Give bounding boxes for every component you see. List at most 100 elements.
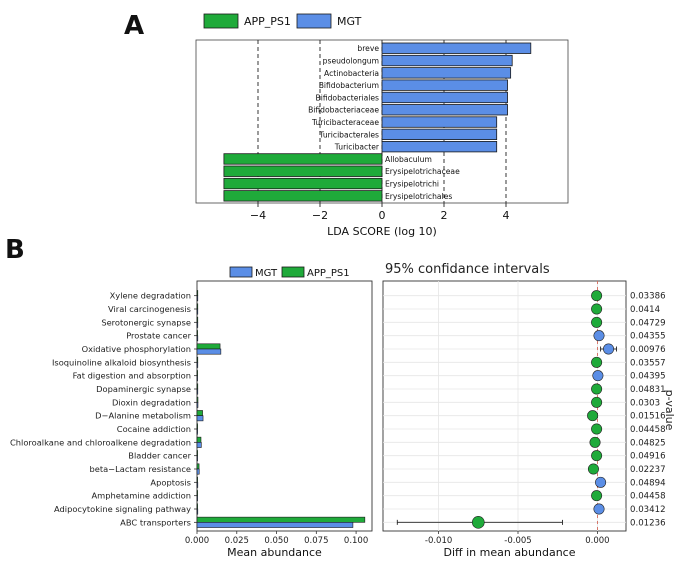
- abundance-bar-mgt: [196, 428, 198, 435]
- lda-bar: [381, 42, 532, 54]
- lda-bar: [381, 128, 498, 141]
- abundance-bar-app: [196, 396, 199, 403]
- ci-x-tick-label: -0.010: [425, 536, 452, 546]
- ci-x-tick-label: -0.005: [504, 536, 531, 546]
- legend-b-label-app: APP_PS1: [307, 268, 350, 279]
- ci-x-axis-label: Diff in mean abundance: [444, 546, 576, 559]
- abundance-bar-app: [196, 330, 198, 336]
- ci-point: [603, 343, 615, 355]
- abundance-bar-mgt: [196, 348, 222, 355]
- abundance-category-label: Isoquinoline alkaloid biosynthesis: [52, 357, 191, 367]
- abundance-bar-app: [196, 476, 198, 483]
- pvalue-label: 0.04458: [630, 492, 666, 502]
- abundance-bar-app: [196, 290, 199, 296]
- lda-bar: [223, 177, 383, 190]
- abundance-category-label: Xylene degradation: [110, 291, 191, 301]
- lda-bar-label: Turicibacter: [334, 143, 380, 152]
- abundance-bar-app: [196, 303, 199, 310]
- lda-bar-label: Erysipelotrichi: [385, 179, 439, 188]
- abundance-bar-mgt: [196, 388, 199, 395]
- abundance-category-label: Amphetamine addiction: [92, 491, 192, 501]
- ci-x-tick-label: 0.000: [585, 536, 609, 546]
- ci-point: [591, 356, 603, 368]
- abundance-category-label: Adipocytokine signaling pathway: [54, 504, 191, 514]
- lda-bar-label: Bifidobacterium: [319, 81, 379, 90]
- abundance-bar-app: [196, 450, 198, 456]
- abundance-category-label: Dioxin degradation: [112, 397, 191, 407]
- abundance-bar-app: [196, 370, 198, 376]
- abundance-bar-mgt: [196, 402, 199, 408]
- lda-bar-label: pseudolongum: [323, 56, 379, 65]
- abundance-category-label: Cocaine addiction: [117, 424, 191, 434]
- ci-frame: [382, 280, 627, 532]
- abundance-bar-mgt: [196, 335, 199, 342]
- ci-point: [591, 396, 603, 408]
- abundance-category-label: Prostate cancer: [126, 331, 191, 341]
- abundance-bar-app: [196, 503, 198, 510]
- pvalue-label: 0.04894: [630, 478, 666, 488]
- pvalue-label: 0.04395: [630, 372, 666, 382]
- abundance-category-label: Oxidative phosphorylation: [82, 344, 191, 354]
- abundance-bar-app: [196, 343, 221, 350]
- abundance-bar-mgt: [196, 362, 199, 368]
- pvalue-label: 0.0414: [630, 305, 660, 315]
- ci-title: 95% confidance intervals: [385, 262, 550, 277]
- abundance-category-label: Serotonergic synapse: [101, 317, 191, 327]
- lda-bar-label: Erysipelotrichaceae: [385, 167, 460, 176]
- pvalue-label: 0.0303: [630, 398, 660, 408]
- pvalue-label: 0.01516: [630, 412, 666, 422]
- abundance-x-tick-label: 0.100: [344, 536, 368, 546]
- abundance-bar-mgt: [196, 482, 199, 488]
- lda-bar: [223, 153, 383, 165]
- legend-b-swatch-app: [281, 266, 305, 278]
- abundance-category-label: beta−Lactam resistance: [89, 464, 191, 474]
- lda-x-tick-label: 2: [441, 209, 448, 222]
- abundance-bar-mgt: [196, 295, 199, 302]
- abundance-category-label: Viral carcinogenesis: [108, 304, 191, 314]
- ci-point: [595, 476, 607, 488]
- panel-b-ci-chart: -0.010 -0.005 0.000 0.03386 0.0414 0.04729 0.0…: [382, 280, 666, 559]
- abundance-bar-mgt: [196, 308, 199, 315]
- abundance-bar-app: [196, 423, 198, 430]
- abundance-category-label: ABC transporters: [120, 517, 191, 527]
- lda-bar-label: Bifidobacteriaceae: [308, 106, 379, 115]
- lda-bar-label: Actinobacteria: [324, 69, 379, 78]
- abundance-frame: [196, 280, 373, 532]
- lda-bar: [223, 190, 383, 202]
- pvalue-label: 0.04825: [630, 438, 666, 448]
- abundance-x-tick-label: 0.000: [185, 536, 209, 546]
- lda-bar: [381, 104, 508, 116]
- pvalue-label: 0.04831: [630, 385, 666, 395]
- legend-b-label-mgt: MGT: [255, 268, 278, 279]
- pvalue-label: 0.03386: [630, 292, 666, 302]
- pvalue-label: 0.03557: [630, 358, 666, 368]
- abundance-x-tick-label: 0.025: [225, 536, 249, 546]
- abundance-bar-mgt: [196, 442, 202, 448]
- panel-b-mean-abundance-chart: Xylene degradation Viral carcinogenesis Se…: [10, 280, 373, 559]
- abundance-category-label: Dopaminergic synapse: [96, 384, 191, 394]
- abundance-x-axis-label: Mean abundance: [227, 546, 322, 559]
- ci-point: [591, 290, 603, 302]
- abundance-bar-mgt: [196, 468, 200, 475]
- pvalue-label: 0.04729: [630, 318, 666, 328]
- ci-point: [593, 330, 605, 342]
- pvalue-label: 0.04355: [630, 332, 666, 342]
- ci-point: [591, 450, 603, 462]
- ci-point: [587, 410, 599, 422]
- lda-x-tick-label: −4: [250, 209, 266, 222]
- abundance-category-label: Fat digestion and absorption: [73, 371, 191, 381]
- pvalue-label: 0.00976: [630, 345, 666, 355]
- lda-x-tick-label: 0: [379, 209, 386, 222]
- abundance-bar-mgt: [196, 375, 198, 382]
- abundance-category-label: Bladder cancer: [128, 451, 191, 461]
- abundance-bar-mgt: [196, 322, 199, 328]
- ci-point: [471, 516, 485, 529]
- lda-bar-label: Bifidobacteriales: [316, 93, 380, 102]
- legend-a-label-app: APP_PS1: [244, 15, 291, 28]
- ci-point: [591, 490, 603, 502]
- ci-point: [591, 303, 603, 315]
- lda-bar-label: Erysipelotrichales: [385, 192, 452, 201]
- ci-point: [587, 463, 599, 475]
- lda-bar: [381, 67, 512, 79]
